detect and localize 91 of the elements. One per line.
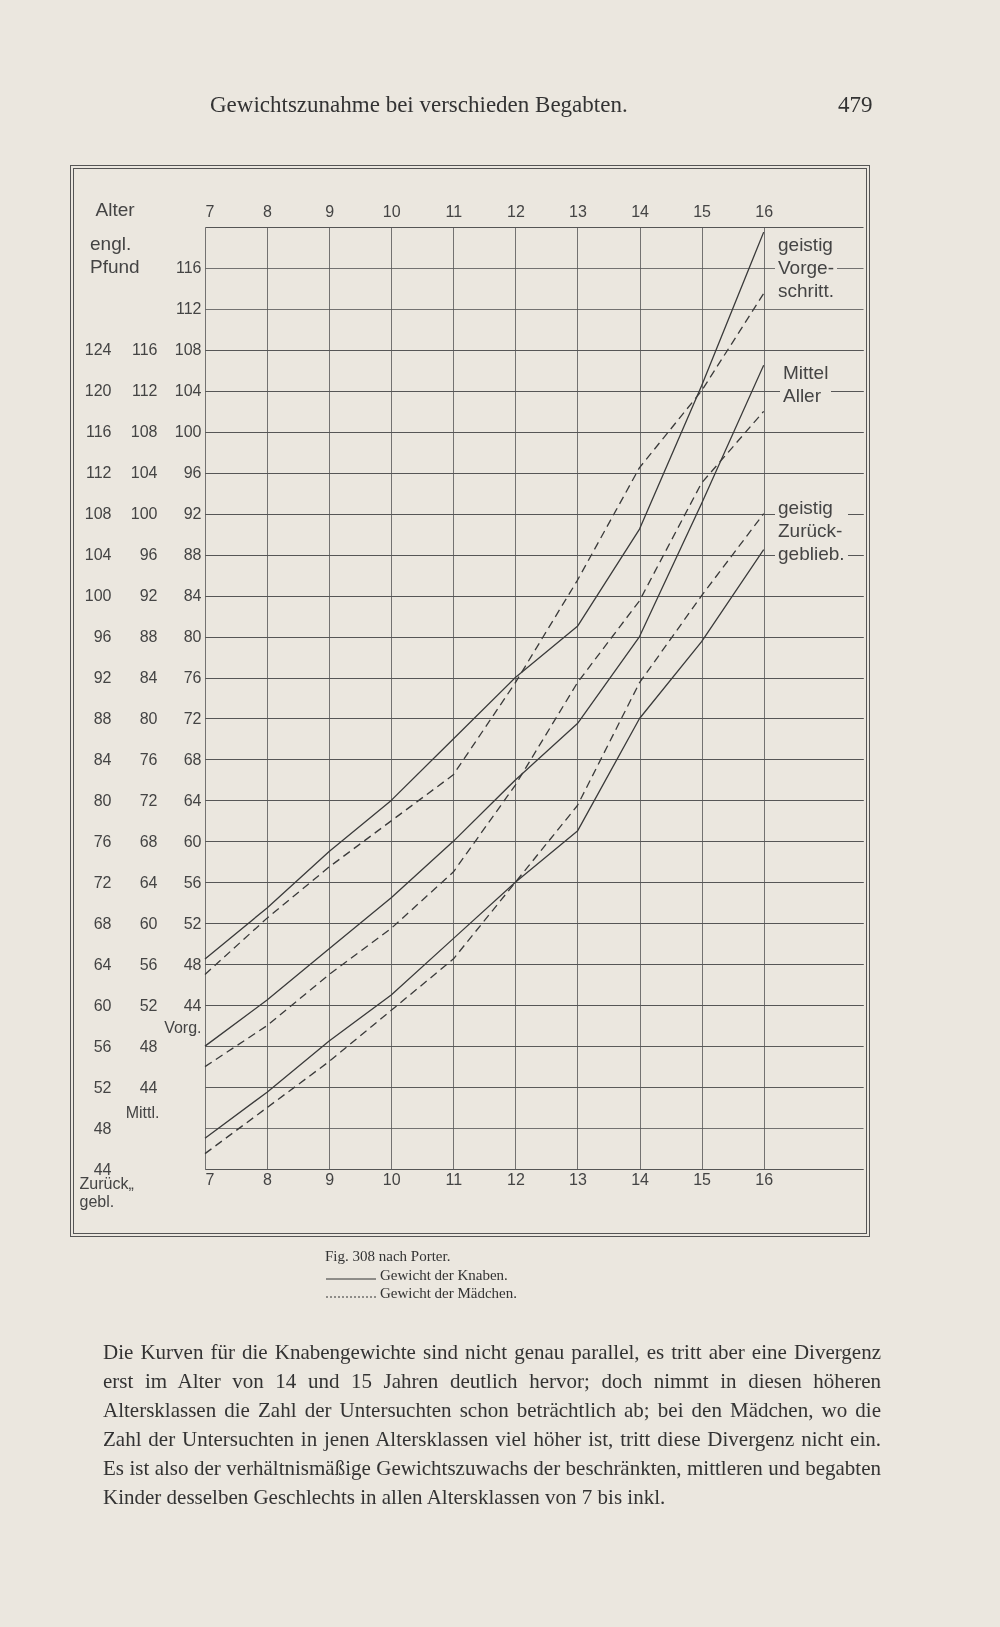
x2-tick-label: 7: [205, 202, 215, 220]
x-tick-label: 12: [506, 1170, 525, 1188]
y3-tick-label: 120: [84, 382, 112, 400]
y2-tick-label: 80: [139, 709, 158, 727]
y-tick-label: 76: [183, 669, 202, 687]
y2-tick-label: 112: [131, 382, 158, 400]
x2-tick-label: 16: [755, 202, 774, 220]
y-tick-label: 88: [183, 546, 202, 564]
y3-tick-label: 64: [93, 955, 112, 973]
y2-tick-label: 84: [139, 669, 158, 687]
y3-tick-label: 92: [93, 669, 112, 687]
y3-tick-label: 84: [93, 750, 112, 768]
x2-tick-label: 12: [506, 202, 525, 220]
y-tick-label: 100: [174, 423, 202, 441]
x2-tick-label: 9: [325, 202, 335, 220]
y-tick-label: 104: [174, 382, 202, 400]
y2-tick-label: 92: [139, 587, 158, 605]
x-tick-label: 8: [263, 1170, 273, 1188]
x2-tick-label: 14: [631, 202, 650, 220]
x-tick-label: 16: [755, 1170, 774, 1188]
y-tick-label: 108: [174, 341, 202, 359]
text: 479: [838, 92, 873, 118]
y-tick-label: 92: [183, 505, 202, 523]
x-tick-label: 9: [325, 1170, 335, 1188]
y2-tick-label: 100: [130, 505, 158, 523]
annotation: Mittel Aller: [780, 360, 832, 410]
y-axis-title: Vorg.: [164, 1019, 202, 1037]
text: Die Kurven für die Knabengewichte sind nicht genau parallel, es tritt aber eine Divergenz erst im Alter von 14 und 15 Jahren deutlich hervor; doch nimmt in diesen höheren Altersklassen die Zahl der Untersuchten schon beträchtlich ab; bei den Mädchen, wo die Zahl der Untersuchten in jenen Altersklassen viel höher ist, tritt diese Divergenz nicht ein. Es ist also der verhältnismäßige Gewichtszuwachs der beschränkten, mittleren und begabten Kinder desselben Geschlechts in allen Altersklassen von 7 bis inkl.: [103, 1339, 881, 1511]
x2-tick-label: 15: [693, 202, 712, 220]
y-tick-label: 72: [183, 709, 202, 727]
caption: Fig. 308 nach Porter.: [325, 1248, 451, 1265]
y3-tick-label: 48: [93, 1119, 112, 1137]
y3-tick-label: 52: [93, 1078, 112, 1096]
x-tick-label: 10: [382, 1170, 401, 1188]
y3-tick-label: 100: [84, 587, 112, 605]
y3-tick-label: 112: [85, 464, 112, 482]
x-tick-label: 7: [205, 1170, 215, 1188]
annotation: geistig Zurück- geblieb.: [775, 495, 848, 568]
text: Gewicht der Knaben.: [380, 1267, 508, 1284]
annotation: geistig Vorge- schritt.: [775, 232, 837, 305]
y-tick-label: 96: [183, 464, 202, 482]
y2-tick-label: 68: [139, 832, 158, 850]
y2-tick-label: 108: [130, 423, 158, 441]
y3-tick-label: 116: [85, 423, 112, 441]
x2-tick-label: 11: [445, 202, 463, 220]
y3-tick-label: 76: [93, 832, 112, 850]
y2-tick-label: 72: [139, 791, 158, 809]
x2-tick-label: 13: [569, 202, 587, 220]
text: engl. Pfund: [90, 233, 140, 279]
y3-tick-label: 88: [93, 709, 112, 727]
y-tick-label: 112: [175, 300, 202, 318]
y3-tick-label: 60: [93, 996, 112, 1014]
chart-title: Gewichtszunahme bei verschieden Begabten.: [210, 92, 628, 118]
y-tick-label: 48: [183, 955, 202, 973]
y2-tick-label: 116: [131, 341, 158, 359]
y2-tick-label: 60: [139, 914, 158, 932]
x-tick-label: 13: [569, 1170, 587, 1188]
y2-tick-label: 44: [139, 1078, 158, 1096]
y2-tick-label: 76: [139, 750, 158, 768]
y3-tick-label: 68: [93, 914, 112, 932]
x2-tick-label: 8: [263, 202, 273, 220]
y2-tick-label: 48: [139, 1037, 158, 1055]
y3-tick-label: 96: [93, 628, 112, 646]
y3-tick-label: 104: [84, 546, 112, 564]
y-tick-label: 52: [183, 914, 202, 932]
y-tick-label: 116: [175, 259, 202, 277]
y3-tick-label: 80: [93, 791, 112, 809]
x2-tick-label: 10: [382, 202, 401, 220]
y2-tick-label: 88: [139, 628, 158, 646]
y-tick-label: 56: [183, 873, 202, 891]
x-tick-label: 14: [631, 1170, 650, 1188]
x-tick-label: 11: [445, 1170, 463, 1188]
y3-tick-label: 108: [84, 505, 112, 523]
y2-tick-label: 56: [139, 955, 158, 973]
y-tick-label: 44: [183, 996, 202, 1014]
y-tick-label: 80: [183, 628, 202, 646]
y3-tick-label: 56: [93, 1037, 112, 1055]
y3-tick-label: 124: [84, 341, 112, 359]
y2-axis-title: Mittl.: [125, 1103, 160, 1121]
y-tick-label: 84: [183, 587, 202, 605]
y-tick-label: 60: [183, 832, 202, 850]
y3-tick-label: 72: [93, 873, 112, 891]
y2-tick-label: 64: [139, 873, 158, 891]
y2-tick-label: 52: [139, 996, 158, 1014]
x-tick-label: 15: [693, 1170, 712, 1188]
y2-tick-label: 96: [139, 546, 158, 564]
y2-tick-label: 104: [130, 464, 158, 482]
text: Gewicht der Mädchen.: [380, 1285, 518, 1302]
y-tick-label: 68: [183, 750, 202, 768]
y-tick-label: 64: [183, 791, 202, 809]
x2-axis-title: Alter: [95, 198, 136, 220]
